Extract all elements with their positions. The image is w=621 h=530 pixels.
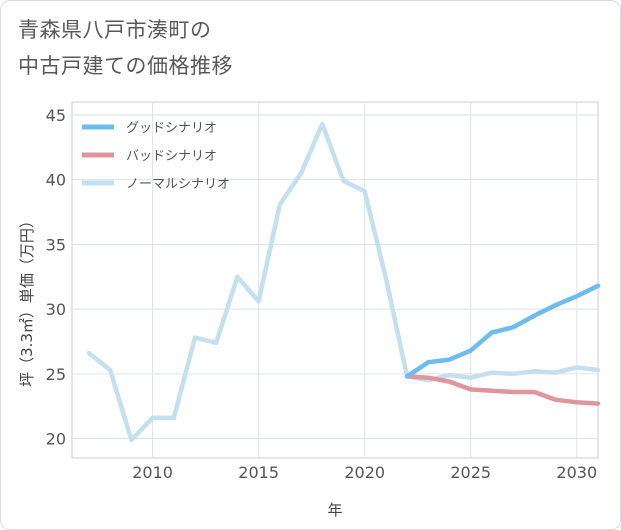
x-tick-label: 2010 xyxy=(132,463,173,482)
y-tick-label: 30 xyxy=(46,300,66,319)
y-tick-label: 45 xyxy=(46,106,66,125)
y-tick-label: 40 xyxy=(46,171,66,190)
legend-label: バッドシナリオ xyxy=(126,149,217,164)
legend-label: グッドシナリオ xyxy=(126,121,217,136)
y-tick-label: 35 xyxy=(46,235,66,254)
x-tick-label: 2015 xyxy=(238,463,279,482)
series-line-1 xyxy=(404,283,601,379)
series-line-3 xyxy=(86,121,601,443)
x-tick-label: 2020 xyxy=(344,463,385,482)
y-tick-labels: 20 25 30 35 40 45 xyxy=(46,106,66,449)
x-tick-label: 2025 xyxy=(450,463,491,482)
chart-title-line1: 青森県八戸市湊町の xyxy=(18,18,212,42)
legend-label: ノーマルシナリオ xyxy=(126,177,230,192)
chart-title: 青森県八戸市湊町の 中古戸建ての価格推移 xyxy=(18,12,233,84)
chart-title-line2: 中古戸建ての価格推移 xyxy=(18,54,233,78)
series-lines xyxy=(86,121,601,443)
y-tick-label: 25 xyxy=(46,365,66,384)
series-line-2 xyxy=(404,374,601,406)
x-tick-label: 2030 xyxy=(556,463,597,482)
y-tick-label: 20 xyxy=(46,430,66,449)
y-axis-label: 坪（3.3㎡）単価（万円） xyxy=(18,213,36,387)
x-axis-label: 年 xyxy=(327,501,342,519)
x-tick-labels: 2010 2015 2020 2025 2030 xyxy=(132,463,597,482)
